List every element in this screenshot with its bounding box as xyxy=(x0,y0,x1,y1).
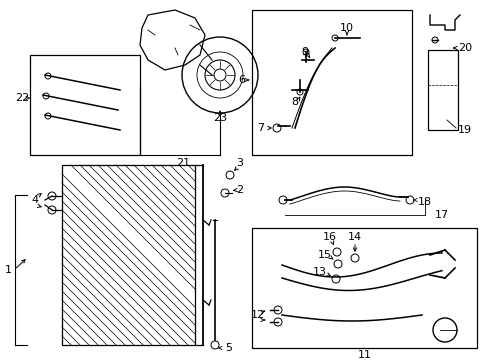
Bar xyxy=(30,55,140,155)
Text: 22: 22 xyxy=(15,93,29,103)
Text: 15: 15 xyxy=(318,250,332,260)
Text: 14: 14 xyxy=(348,232,362,242)
Text: 12: 12 xyxy=(251,310,265,320)
Text: 7: 7 xyxy=(257,123,264,133)
Text: 9: 9 xyxy=(301,47,309,57)
Bar xyxy=(62,165,195,345)
Text: 21: 21 xyxy=(176,158,190,168)
Text: 1: 1 xyxy=(5,265,12,275)
Bar xyxy=(252,10,412,155)
Text: 10: 10 xyxy=(340,23,354,33)
Text: 16: 16 xyxy=(323,232,337,242)
Bar xyxy=(428,50,458,130)
Text: 4: 4 xyxy=(31,195,39,205)
Text: 2: 2 xyxy=(237,185,244,195)
Text: 18: 18 xyxy=(418,197,432,207)
Text: 11: 11 xyxy=(358,350,372,360)
Text: 5: 5 xyxy=(225,343,232,353)
Text: 23: 23 xyxy=(213,113,227,123)
Bar xyxy=(252,228,477,348)
Text: 20: 20 xyxy=(458,43,472,53)
Text: 8: 8 xyxy=(292,97,298,107)
Text: 6: 6 xyxy=(238,75,245,85)
Text: 17: 17 xyxy=(435,210,449,220)
Text: 13: 13 xyxy=(313,267,327,277)
Text: 3: 3 xyxy=(237,158,244,168)
Text: 19: 19 xyxy=(458,125,472,135)
